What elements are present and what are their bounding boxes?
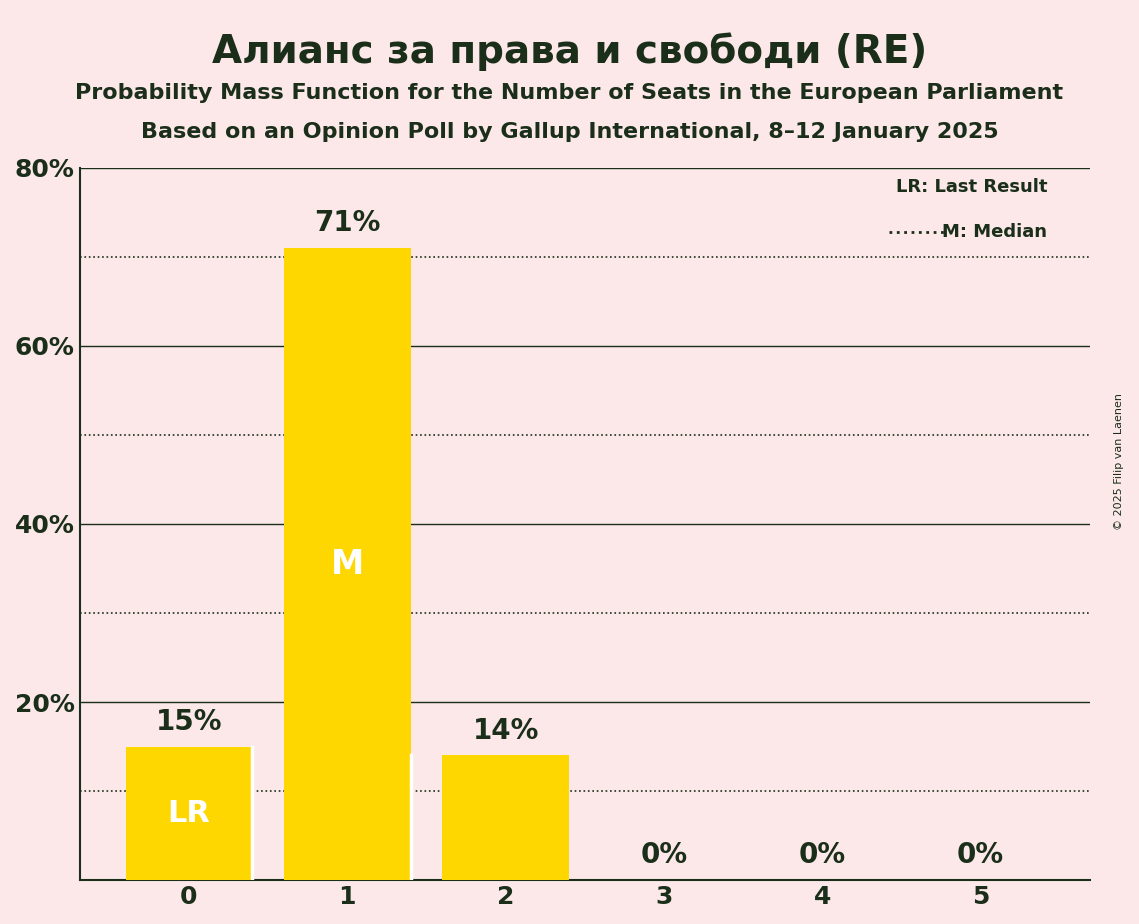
Text: Алианс за права и свободи (RE): Алианс за права и свободи (RE) [212, 32, 927, 71]
Text: © 2025 Filip van Laenen: © 2025 Filip van Laenen [1114, 394, 1124, 530]
Text: 0%: 0% [957, 842, 1005, 869]
Bar [125, 747, 253, 881]
Text: Based on an Opinion Poll by Gallup International, 8–12 January 2025: Based on an Opinion Poll by Gallup Inter… [141, 122, 998, 142]
Text: M: Median: M: Median [942, 223, 1047, 241]
Text: 0%: 0% [640, 842, 688, 869]
Text: 71%: 71% [314, 209, 380, 237]
Text: 15%: 15% [156, 708, 222, 736]
Text: Probability Mass Function for the Number of Seats in the European Parliament: Probability Mass Function for the Number… [75, 83, 1064, 103]
Text: LR: Last Result: LR: Last Result [895, 178, 1047, 196]
Text: 14%: 14% [473, 717, 539, 745]
Text: M: M [330, 548, 364, 580]
Bar [284, 248, 411, 881]
Text: LR: LR [167, 799, 211, 828]
Text: 0%: 0% [798, 842, 846, 869]
Bar [442, 756, 570, 881]
